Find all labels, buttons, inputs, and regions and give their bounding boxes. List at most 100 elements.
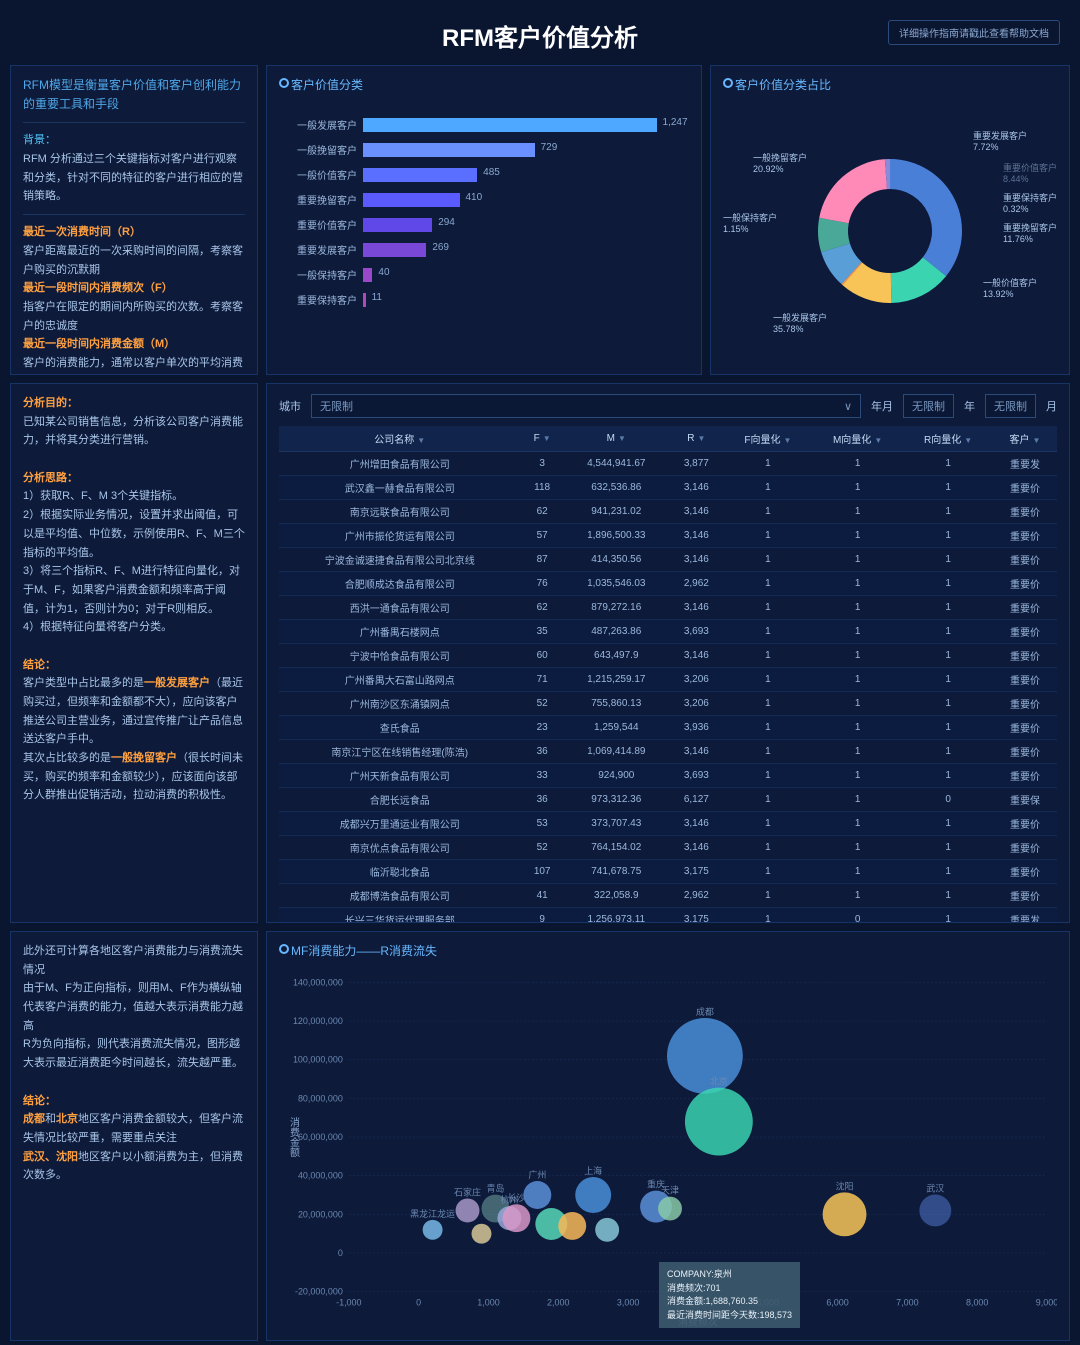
bar-row: 重要保持客户11 [285, 292, 669, 307]
svg-text:9,000: 9,000 [1036, 1298, 1057, 1308]
panel-donut-chart: 客户价值分类占比 重要发展客户7.72% 重要价值客户8.44% 重要保持客户0.3… [710, 65, 1070, 375]
table-row[interactable]: 宁波金诚速捷食品有限公司北京线87414,350.563,146111重要价 [279, 548, 1057, 572]
svg-text:北京: 北京 [710, 1076, 728, 1087]
table-row[interactable]: 查氏食品231,259,5443,936111重要价 [279, 716, 1057, 740]
table-row[interactable]: 南京江宁区在线销售经理(陈浩)361,069,414.893,146111重要价 [279, 740, 1057, 764]
page-title: RFM客户价值分析 [442, 18, 638, 53]
table-row[interactable]: 临沂聪北食品107741,678.753,175111重要价 [279, 860, 1057, 884]
table-row[interactable]: 广州番禺大石富山路网点711,215,259.173,206111重要价 [279, 668, 1057, 692]
table-row[interactable]: 宁波中恰食品有限公司60643,497.93,146111重要价 [279, 644, 1057, 668]
bar-row: 一般保持客户40 [285, 267, 669, 282]
svg-text:140,000,000: 140,000,000 [293, 977, 343, 987]
scatter-chart-title: MF消费能力——R消费流失 [279, 942, 1057, 959]
filter-city-label: 城市 [279, 398, 301, 414]
table-header[interactable]: R▼ [669, 426, 724, 452]
table-row[interactable]: 广州天新食品有限公司33924,9003,693111重要价 [279, 764, 1057, 788]
table-row[interactable]: 合肥长远食品36973,312.366,127110重要保 [279, 788, 1057, 812]
svg-text:消费金额: 消费金额 [287, 1116, 299, 1158]
panel-scatter-chart: MF消费能力——R消费流失 -20,000,000 0 20,000,000 40,0… [266, 931, 1070, 1341]
svg-text:8,000: 8,000 [966, 1298, 988, 1308]
svg-text:7,000: 7,000 [896, 1298, 918, 1308]
bar-row: 重要价值客户294 [285, 217, 669, 232]
filter-city-select[interactable]: 无限制∨ [311, 394, 861, 418]
table-header[interactable]: F▼ [521, 426, 564, 452]
table-row[interactable]: 广州番禺石楼网点35487,263.863,693111重要价 [279, 620, 1057, 644]
sort-icon[interactable]: ▼ [618, 434, 626, 443]
help-button[interactable]: 详细操作指南请戳此查看帮助文档 [888, 20, 1060, 45]
svg-text:武汉: 武汉 [926, 1183, 944, 1194]
svg-text:石家庄: 石家庄 [454, 1187, 481, 1198]
filter-month-select[interactable]: 无限制 [985, 394, 1036, 418]
data-table: 公司名称▼F▼M▼R▼F向量化▼M向量化▼R向量化▼客户▼ 广州增田食品有限公司… [279, 426, 1057, 923]
svg-text:40,000,000: 40,000,000 [298, 1171, 343, 1181]
table-header[interactable]: 客户▼ [993, 426, 1057, 452]
sort-icon[interactable]: ▼ [964, 436, 972, 445]
svg-text:2,000: 2,000 [547, 1298, 569, 1308]
table-row[interactable]: 长兴三华货运代理服务部91,256,973.113,175101重要发 [279, 908, 1057, 924]
table-row[interactable]: 武汉鑫一赫食品有限公司118632,536.863,146111重要价 [279, 476, 1057, 500]
filter-ym-label: 年月 [871, 398, 893, 414]
svg-text:6,000: 6,000 [826, 1298, 848, 1308]
filter-year-select[interactable]: 无限制 [903, 394, 954, 418]
svg-text:60,000,000: 60,000,000 [298, 1132, 343, 1142]
svg-text:80,000,000: 80,000,000 [298, 1093, 343, 1103]
svg-text:20,000,000: 20,000,000 [298, 1209, 343, 1219]
svg-text:长沙: 长沙 [507, 1192, 525, 1203]
donut-label: 一般挽留客户20.92% [753, 151, 807, 174]
chart-tooltip: COMPANY:泉州消费频次:701消费金额:1,688,760.35最近消费时… [659, 1262, 800, 1328]
table-header[interactable]: F向量化▼ [724, 426, 812, 452]
panel-bar-chart: 客户价值分类 一般发展客户1,247 一般挽留客户729 一般价值客户485 重要挽留… [266, 65, 702, 375]
table-row[interactable]: 广州增田食品有限公司34,544,941.673,877111重要发 [279, 452, 1057, 476]
bar-row: 一般发展客户1,247 [285, 117, 669, 132]
bar-row: 重要挽留客户410 [285, 192, 669, 207]
svg-text:3,000: 3,000 [617, 1298, 639, 1308]
svg-text:120,000,000: 120,000,000 [293, 1016, 343, 1026]
svg-text:黑龙江龙运: 黑龙江龙运 [410, 1208, 455, 1219]
bar-row: 一般价值客户485 [285, 167, 669, 182]
table-row[interactable]: 成都兴万里通运业有限公司53373,707.433,146111重要价 [279, 812, 1057, 836]
sidebar-analysis: 分析目的： 已知某公司销售信息，分析该公司客户消费能力，并将其分类进行营销。 分… [10, 383, 258, 923]
sort-icon[interactable]: ▼ [697, 434, 705, 443]
panel-data-table: 城市 无限制∨ 年月 无限制 年 无限制 月 公司名称▼F▼M▼R▼F向量化▼M… [266, 383, 1070, 923]
svg-text:0: 0 [416, 1298, 421, 1308]
svg-text:-1,000: -1,000 [336, 1298, 361, 1308]
svg-text:沈阳: 沈阳 [836, 1180, 854, 1191]
sidebar-rfm-intro: RFM模型是衡量客户价值和客户创利能力的重要工具和手段 背景： RFM 分析通过… [10, 65, 258, 375]
table-row[interactable]: 南京优点食品有限公司52764,154.023,146111重要价 [279, 836, 1057, 860]
donut-label: 重要保持客户0.32% [1003, 191, 1057, 214]
svg-text:广州: 广州 [528, 1169, 546, 1180]
bar-row: 重要发展客户269 [285, 242, 669, 257]
svg-text:青岛: 青岛 [486, 1183, 504, 1194]
svg-text:天津: 天津 [661, 1186, 679, 1196]
table-row[interactable]: 南京远联食品有限公司62941,231.023,146111重要价 [279, 500, 1057, 524]
donut-label: 重要挽留客户11.76% [1003, 221, 1057, 244]
svg-text:上海: 上海 [584, 1165, 602, 1176]
sort-icon[interactable]: ▼ [874, 436, 882, 445]
chevron-down-icon: ∨ [844, 400, 852, 413]
table-header[interactable]: 公司名称▼ [279, 426, 521, 452]
sort-icon[interactable]: ▼ [543, 434, 551, 443]
table-header[interactable]: M▼ [564, 426, 669, 452]
sort-icon[interactable]: ▼ [417, 436, 425, 445]
svg-text:0: 0 [338, 1248, 343, 1258]
bar-row: 一般挽留客户729 [285, 142, 669, 157]
donut-label: 重要价值客户8.44% [1003, 161, 1057, 184]
sort-icon[interactable]: ▼ [1033, 436, 1041, 445]
donut-label: 一般价值客户13.92% [983, 276, 1037, 299]
sort-icon[interactable]: ▼ [784, 436, 792, 445]
svg-text:100,000,000: 100,000,000 [293, 1055, 343, 1065]
donut-label: 重要发展客户7.72% [973, 129, 1027, 152]
sidebar-scatter-notes: 此外还可计算各地区客户消费能力与消费流失情况 由于M、F为正向指标，则用M、F作… [10, 931, 258, 1341]
table-row[interactable]: 合肥顺成达食品有限公司761,035,546.032,962111重要价 [279, 572, 1057, 596]
bar-chart-title: 客户价值分类 [279, 76, 689, 93]
donut-chart-title: 客户价值分类占比 [723, 76, 1057, 93]
svg-text:成都: 成都 [696, 1006, 714, 1017]
table-row[interactable]: 成都博浩食品有限公司41322,058.92,962111重要价 [279, 884, 1057, 908]
table-header[interactable]: R向量化▼ [903, 426, 993, 452]
table-row[interactable]: 西洪一通食品有限公司62879,272.163,146111重要价 [279, 596, 1057, 620]
svg-text:-20,000,000: -20,000,000 [295, 1287, 343, 1297]
table-header[interactable]: M向量化▼ [812, 426, 903, 452]
table-row[interactable]: 广州南沙区东涌镇网点52755,860.133,206111重要价 [279, 692, 1057, 716]
donut-label: 一般保持客户1.15% [723, 211, 777, 234]
table-row[interactable]: 广州市振伦货运有限公司571,896,500.333,146111重要价 [279, 524, 1057, 548]
